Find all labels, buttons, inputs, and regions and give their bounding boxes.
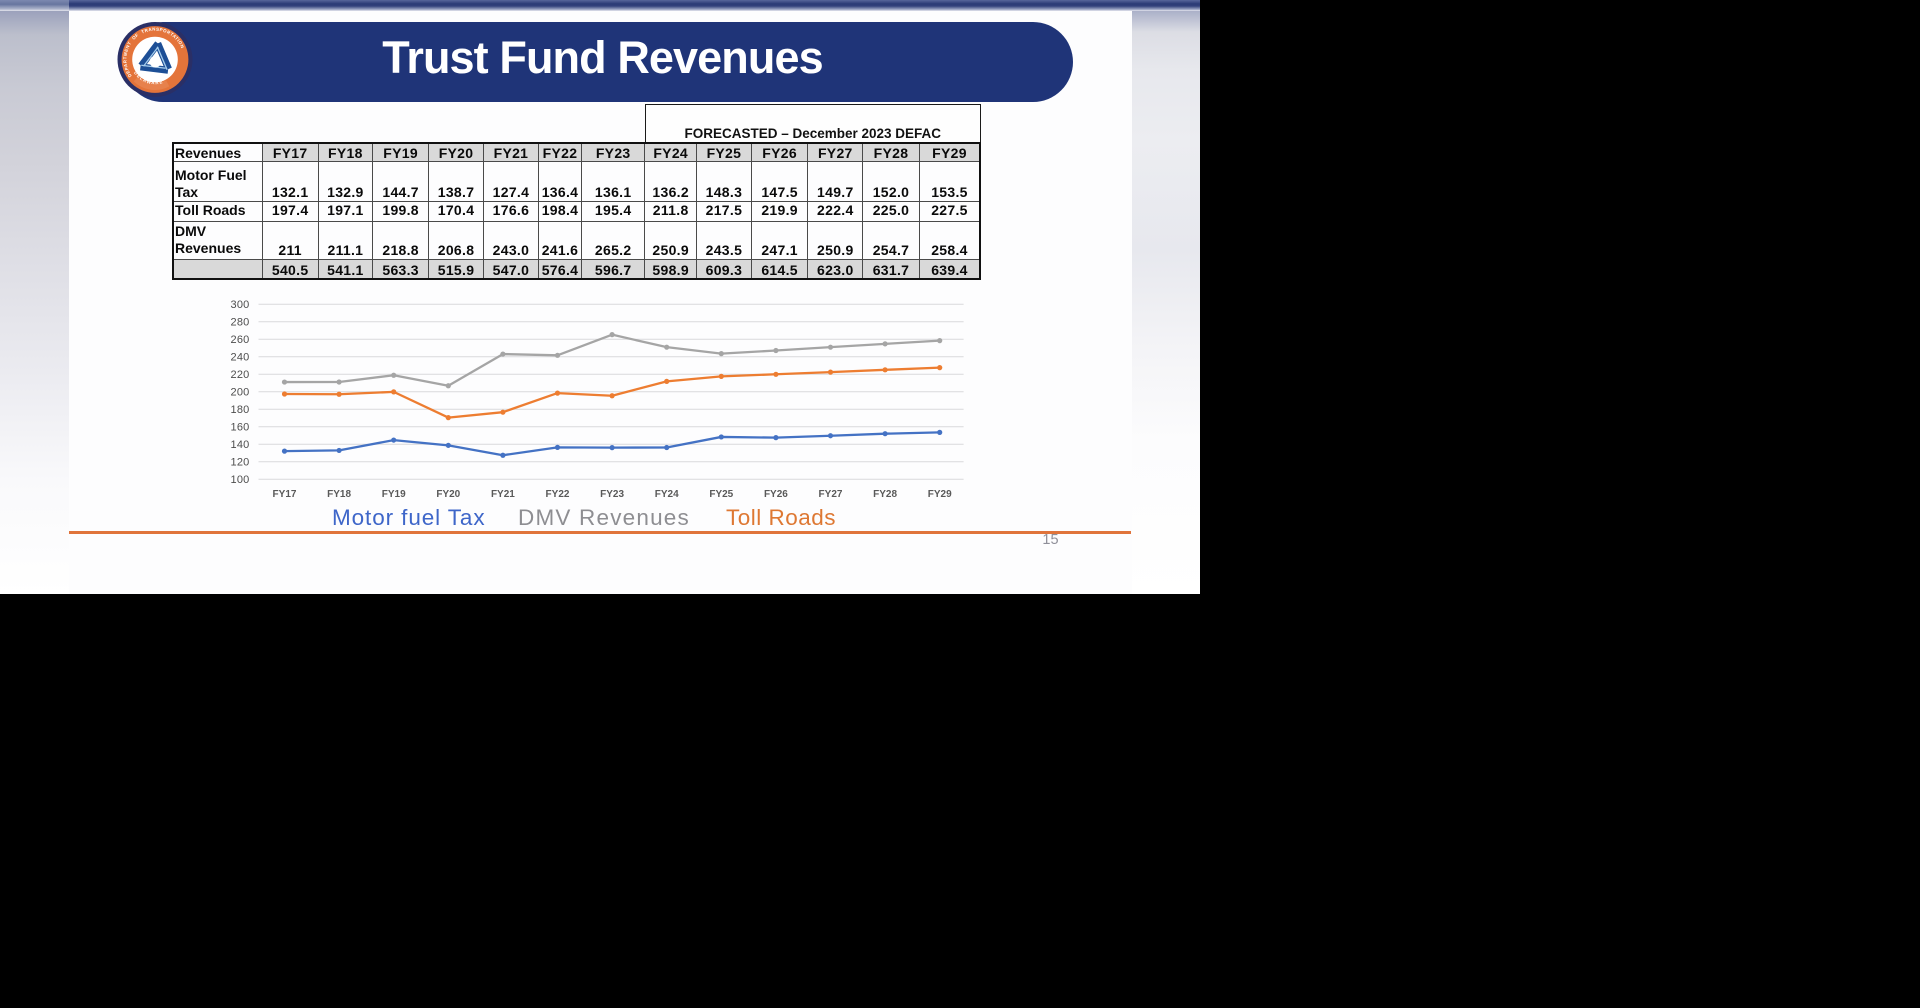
svg-text:FY17: FY17 xyxy=(273,489,297,500)
svg-text:280: 280 xyxy=(231,317,250,329)
svg-text:100: 100 xyxy=(231,474,250,486)
svg-text:FY21: FY21 xyxy=(491,489,515,500)
svg-text:FY19: FY19 xyxy=(382,489,406,500)
svg-text:300: 300 xyxy=(231,299,250,311)
svg-text:FY22: FY22 xyxy=(546,489,570,500)
svg-text:FY29: FY29 xyxy=(928,489,952,500)
svg-text:FY20: FY20 xyxy=(436,489,460,500)
svg-text:FY18: FY18 xyxy=(327,489,351,500)
svg-text:180: 180 xyxy=(231,404,250,416)
svg-text:FY23: FY23 xyxy=(600,489,624,500)
svg-text:FY26: FY26 xyxy=(764,489,788,500)
svg-text:220: 220 xyxy=(231,369,250,381)
svg-text:FY27: FY27 xyxy=(819,489,843,500)
svg-text:FY24: FY24 xyxy=(655,489,679,500)
svg-text:260: 260 xyxy=(231,334,250,346)
svg-text:240: 240 xyxy=(231,352,250,364)
svg-text:200: 200 xyxy=(231,387,250,399)
svg-text:120: 120 xyxy=(231,457,250,469)
svg-text:FY25: FY25 xyxy=(709,489,733,500)
svg-text:FY28: FY28 xyxy=(873,489,897,500)
svg-text:160: 160 xyxy=(231,422,250,434)
svg-text:140: 140 xyxy=(231,439,250,451)
